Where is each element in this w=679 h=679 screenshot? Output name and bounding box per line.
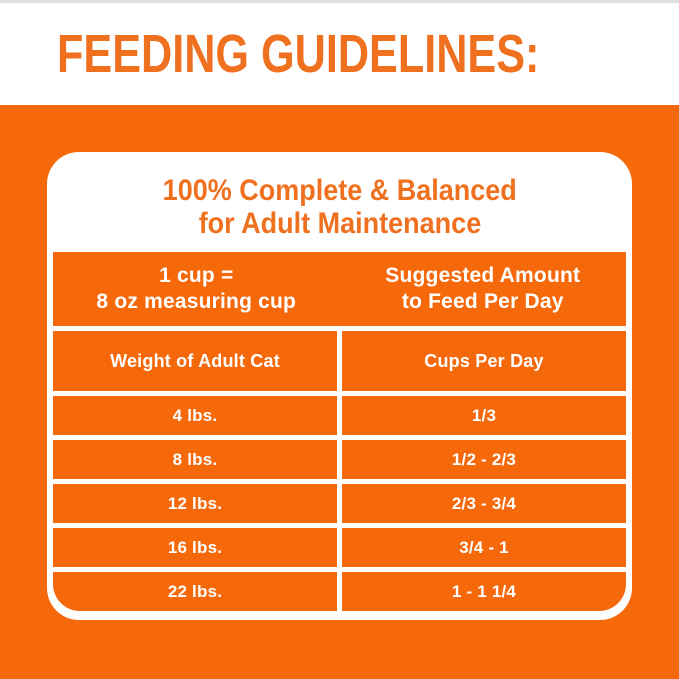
suggested-amount-note: Suggested Amount to Feed Per Day [340, 252, 627, 326]
image-top-edge [0, 0, 679, 3]
feeding-table-wrapper: 1 cup = 8 oz measuring cup Suggested Amo… [53, 252, 626, 611]
suggested-amount-note-line1: Suggested Amount [385, 264, 581, 287]
table-merged-header-row: 1 cup = 8 oz measuring cup Suggested Amo… [53, 252, 626, 326]
suggested-amount-note-line2: to Feed Per Day [401, 290, 564, 313]
page-header: FEEDING GUIDELINES: [0, 3, 679, 105]
table-row-4-weight: 22 lbs. [53, 572, 337, 611]
cup-measure-note-line1: 1 cup = [159, 264, 234, 287]
table-row-1-cups: 1/2 - 2/3 [342, 440, 626, 479]
page-title: FEEDING GUIDELINES: [57, 24, 540, 84]
table-row-3-cups: 3/4 - 1 [342, 528, 626, 567]
guidelines-card: 100% Complete & Balanced for Adult Maint… [47, 152, 632, 620]
table-row-0-cups: 1/3 [342, 396, 626, 435]
table-row-2-cups: 2/3 - 3/4 [342, 484, 626, 523]
card-heading-line2: for Adult Maintenance [198, 207, 481, 240]
cup-measure-note-line2: 8 oz measuring cup [96, 290, 297, 313]
table-row-2-weight: 12 lbs. [53, 484, 337, 523]
feeding-table: 1 cup = 8 oz measuring cup Suggested Amo… [53, 252, 626, 611]
cup-measure-note: 1 cup = 8 oz measuring cup [53, 252, 340, 326]
column-header-weight: Weight of Adult Cat [53, 331, 337, 391]
card-heading-line1: 100% Complete & Balanced [162, 174, 517, 207]
card-heading: 100% Complete & Balanced for Adult Maint… [47, 152, 632, 252]
table-row-1-weight: 8 lbs. [53, 440, 337, 479]
orange-panel: 100% Complete & Balanced for Adult Maint… [0, 105, 679, 679]
table-row-3-weight: 16 lbs. [53, 528, 337, 567]
table-row-4-cups: 1 - 1 1/4 [342, 572, 626, 611]
table-row-0-weight: 4 lbs. [53, 396, 337, 435]
column-header-cups: Cups Per Day [342, 331, 626, 391]
